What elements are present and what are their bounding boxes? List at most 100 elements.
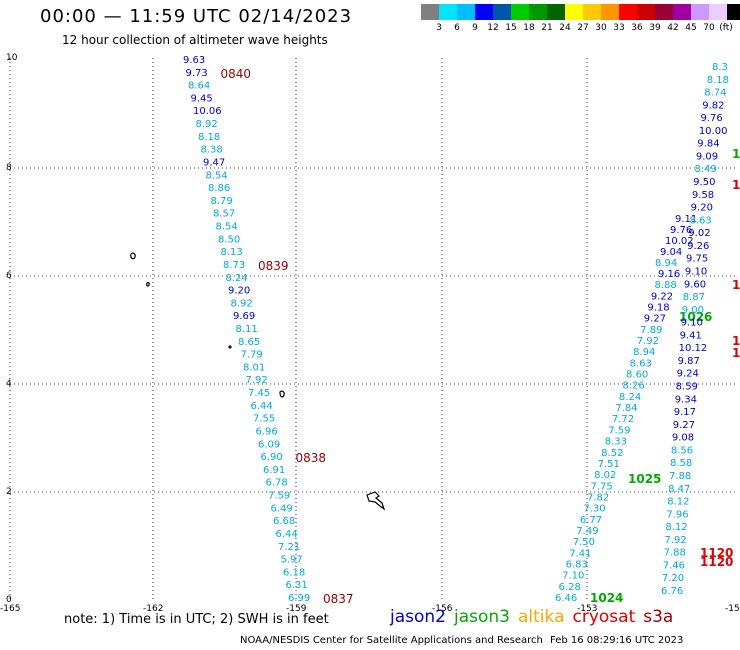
scale-swatch: [439, 4, 457, 20]
scale-label: 36: [631, 23, 643, 33]
scale-label: 18: [523, 23, 535, 33]
wave-height-value: 6.77: [580, 515, 602, 526]
wave-height-value: 9.24: [677, 369, 699, 380]
wave-height-value: 6.49: [271, 503, 293, 514]
scale-label: 45: [685, 23, 697, 33]
generation-timestamp: Feb 16 08:29:16 UTC 2023: [550, 635, 684, 646]
pass-time-label: 0837: [323, 592, 354, 606]
pass-time-label: 11: [732, 346, 740, 360]
wave-height-value: 8.63: [630, 358, 652, 369]
wave-height-value: 9.50: [693, 177, 715, 188]
wave-height-value: 6.83: [566, 559, 588, 570]
scale-swatch: [655, 4, 673, 20]
wave-height-value: 7.46: [663, 560, 685, 571]
wave-height-value: 9.34: [675, 394, 697, 405]
wave-height-value: 9.16: [658, 269, 680, 280]
wave-height-value: 9.76: [700, 113, 722, 124]
wave-height-value: 10.12: [679, 343, 708, 354]
scale-swatch: [583, 4, 601, 20]
wave-height-value: 8.26: [622, 381, 644, 392]
wave-height-value: 8.63: [689, 215, 711, 226]
wave-height-value: 9.17: [674, 407, 696, 418]
lon-label: -153: [577, 604, 597, 614]
scale-label: 15: [505, 23, 517, 33]
island-outline: [279, 390, 285, 398]
wave-height-value: 6.28: [559, 582, 581, 593]
wave-height-value: 7.89: [640, 325, 662, 336]
wave-height-value: 7.84: [615, 403, 637, 414]
scale-swatch: [601, 4, 619, 20]
satellite-legend-cryosat: cryosat: [572, 607, 636, 627]
scale-swatch: [493, 4, 511, 20]
wave-height-value: 7.59: [268, 491, 290, 502]
satellite-legend-jason3: jason3: [454, 607, 510, 627]
wave-height-value: 8.18: [707, 75, 729, 86]
wave-height-value: 10.02: [665, 236, 694, 247]
scale-swatch: [475, 4, 493, 20]
wave-height-value: 7.92: [637, 336, 659, 347]
wave-height-value: 7.21: [278, 542, 300, 553]
wave-height-value: 9.27: [644, 314, 666, 325]
wave-height-value: 7.10: [562, 571, 584, 582]
wave-height-value: 8.47: [668, 484, 690, 495]
wave-height-value: 8.88: [654, 280, 676, 291]
wave-height-value: 6.99: [288, 593, 310, 604]
wave-height-value: 9.84: [697, 139, 719, 150]
pass-time-label: 1120: [700, 555, 733, 569]
page-subtitle: 12 hour collection of altimeter wave hei…: [62, 33, 328, 47]
scale-swatch: [529, 4, 547, 20]
wave-height-value: 8.65: [238, 337, 260, 348]
wave-height-value: 9.63: [183, 55, 205, 66]
axis-labels: -165 -162 -159 -156 -153 -15 0 2 4 6 8 10: [0, 53, 740, 614]
wave-height-value: 8.54: [206, 170, 228, 181]
pass-time-label: 1026: [679, 310, 712, 324]
wave-height-value: 6.46: [555, 593, 577, 604]
wave-height-value: 8.92: [231, 298, 253, 309]
pass-time-label: 1024: [590, 591, 623, 605]
lat-label: 10: [6, 53, 18, 63]
wave-height-value: 8.57: [213, 209, 235, 220]
wave-height-value: 7.30: [583, 504, 605, 515]
wave-height-value: 7.96: [666, 509, 688, 520]
wave-height-value: 7.51: [598, 459, 620, 470]
wave-height-value: 8.74: [704, 88, 726, 99]
scale-unit: (ft): [719, 23, 733, 33]
pass-time-label: 0840: [221, 67, 252, 81]
wave-height-value: 9.09: [696, 151, 718, 162]
wave-height-value: 9.04: [660, 247, 682, 258]
wave-height-value: 6.96: [256, 426, 278, 437]
wave-height-value: 8.73: [223, 260, 245, 271]
footnote: note: 1) Time is in UTC; 2) SWH is in fe…: [64, 612, 329, 627]
wave-height-value: 7.82: [587, 492, 609, 503]
wave-height-value: 6.09: [258, 439, 280, 450]
wave-height-value: 8.58: [670, 458, 692, 469]
wave-height-value: 7.50: [573, 537, 595, 548]
wave-height-value: 8.12: [665, 522, 687, 533]
wave-height-value: 8.52: [601, 448, 623, 459]
lat-label: 2: [6, 487, 12, 497]
wave-height-value: 9.26: [687, 241, 709, 252]
wave-height-value: 8.13: [221, 247, 243, 258]
wave-height-value: 9.82: [702, 100, 724, 111]
wave-height-value: 6.44: [251, 401, 273, 412]
wave-height-value: 7.41: [569, 548, 591, 559]
wave-height-value: 9.76: [670, 225, 692, 236]
island-outline: [130, 252, 136, 260]
satellite-legend-altika: altika: [518, 607, 565, 627]
wave-height-value: 9.08: [672, 433, 694, 444]
lon-label: -159: [286, 604, 307, 614]
pass-time-label: 11: [732, 147, 740, 161]
wave-height-value: 8.54: [216, 222, 238, 233]
pass-time-label: 11: [732, 178, 740, 192]
wave-height-value: 7.92: [665, 535, 687, 546]
wave-height-value: 8.38: [201, 145, 223, 156]
wave-height-value: 8.79: [211, 196, 233, 207]
wave-height-value: 9.58: [692, 190, 714, 201]
scale-swatch: [511, 4, 529, 20]
wave-height-value: 7.79: [241, 350, 263, 361]
wave-height-value: 6.68: [273, 516, 295, 527]
scale-label: 42: [667, 23, 679, 33]
wave-height-value: 9.18: [647, 303, 669, 314]
wave-height-value: 6.78: [266, 478, 288, 489]
lat-lon-grid: [9, 58, 735, 600]
